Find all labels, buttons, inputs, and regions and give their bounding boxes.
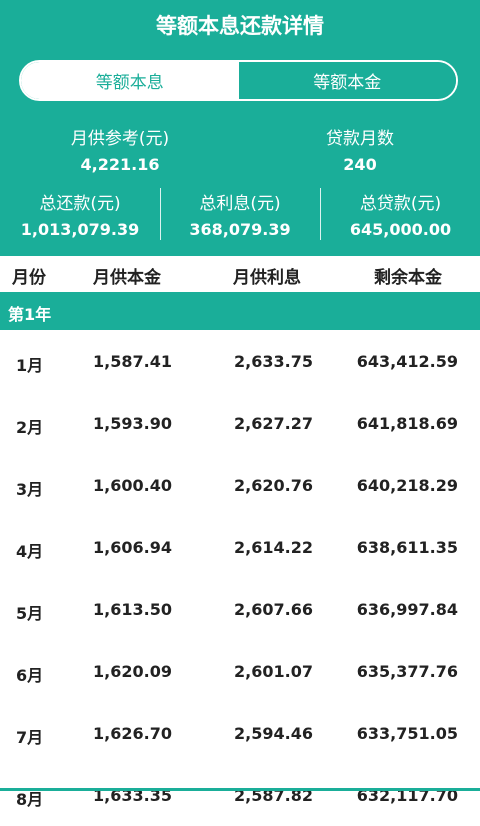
table-row: 3月 1,600.40 2,620.76 640,218.29 xyxy=(0,454,480,516)
repayment-type-toggle[interactable]: 等额本息 等额本金 xyxy=(19,60,458,101)
table-row: 8月 1,633.35 2,587.82 632,117.70 xyxy=(0,764,480,826)
table-row: 4月 1,606.94 2,614.22 638,611.35 xyxy=(0,516,480,578)
interest-cell: 2,614.22 xyxy=(234,538,313,557)
repayment-table: 1月 1,587.41 2,633.75 643,412.59 2月 1,593… xyxy=(0,330,480,826)
loan-months-stat: 贷款月数 240 xyxy=(290,124,430,174)
remaining-cell: 636,997.84 xyxy=(356,600,458,619)
column-header-interest: 月供利息 xyxy=(233,268,301,288)
table-row: 5月 1,613.50 2,607.66 636,997.84 xyxy=(0,578,480,640)
total-loan-value: 645,000.00 xyxy=(349,220,452,239)
page-title: 等额本息还款详情 xyxy=(156,14,324,38)
total-interest-label: 总利息(元) xyxy=(199,194,281,214)
table-row: 6月 1,620.09 2,601.07 635,377.76 xyxy=(0,640,480,702)
loan-months-label: 贷款月数 xyxy=(326,129,394,149)
column-header-month: 月份 xyxy=(12,268,46,288)
month-cell: 5月 xyxy=(16,604,44,623)
remaining-cell: 638,611.35 xyxy=(356,538,458,557)
interest-cell: 2,594.46 xyxy=(234,724,313,743)
column-header-remaining: 剩余本金 xyxy=(374,268,442,288)
total-interest-stat: 总利息(元) 368,079.39 xyxy=(161,189,319,239)
monthly-payment-value: 4,221.16 xyxy=(80,155,160,174)
month-cell: 7月 xyxy=(16,728,44,747)
column-header-principal: 月供本金 xyxy=(93,268,161,288)
total-repayment-label: 总还款(元) xyxy=(39,194,121,214)
divider xyxy=(320,188,321,240)
table-row: 7月 1,626.70 2,594.46 633,751.05 xyxy=(0,702,480,764)
divider xyxy=(160,188,161,240)
month-cell: 6月 xyxy=(16,666,44,685)
month-cell: 1月 xyxy=(16,356,44,375)
interest-cell: 2,607.66 xyxy=(234,600,313,619)
interest-cell: 2,627.27 xyxy=(234,414,313,433)
month-cell: 3月 xyxy=(16,480,44,499)
total-loan-label: 总贷款(元) xyxy=(359,194,442,214)
remaining-cell: 643,412.59 xyxy=(356,352,458,371)
principal-cell: 1,620.09 xyxy=(93,662,172,681)
principal-cell: 1,613.50 xyxy=(93,600,172,619)
month-cell: 4月 xyxy=(16,542,44,561)
tab-equal-installment[interactable]: 等额本息 xyxy=(21,62,239,99)
total-repayment-value: 1,013,079.39 xyxy=(20,220,140,239)
interest-cell: 2,633.75 xyxy=(234,352,313,371)
interest-cell: 2,601.07 xyxy=(234,662,313,681)
bottom-accent-line xyxy=(0,788,480,791)
tab-equal-principal[interactable]: 等额本金 xyxy=(238,62,456,99)
year-label: 第1年 xyxy=(8,305,52,324)
principal-cell: 1,626.70 xyxy=(93,724,172,743)
principal-cell: 1,593.90 xyxy=(93,414,172,433)
total-loan-stat: 总贷款(元) 645,000.00 xyxy=(321,189,480,239)
remaining-cell: 633,751.05 xyxy=(356,724,458,743)
remaining-cell: 635,377.76 xyxy=(356,662,458,681)
principal-cell: 1,587.41 xyxy=(93,352,172,371)
remaining-cell: 640,218.29 xyxy=(356,476,458,495)
total-interest-value: 368,079.39 xyxy=(189,220,291,239)
loan-months-value: 240 xyxy=(343,155,377,174)
summary-header: 等额本息还款详情 等额本息 等额本金 月供参考(元) 4,221.16 贷款月数… xyxy=(0,0,480,256)
total-repayment-stat: 总还款(元) 1,013,079.39 xyxy=(0,189,160,239)
interest-cell: 2,620.76 xyxy=(234,476,313,495)
monthly-payment-label: 月供参考(元) xyxy=(70,129,170,149)
principal-cell: 1,606.94 xyxy=(93,538,172,557)
table-header: 月份 月供本金 月供利息 剩余本金 xyxy=(0,256,480,292)
table-row: 1月 1,587.41 2,633.75 643,412.59 xyxy=(0,330,480,392)
year-group-header[interactable]: 第1年 xyxy=(0,292,480,330)
principal-cell: 1,600.40 xyxy=(93,476,172,495)
month-cell: 2月 xyxy=(16,418,44,437)
table-row: 2月 1,593.90 2,627.27 641,818.69 xyxy=(0,392,480,454)
remaining-cell: 641,818.69 xyxy=(356,414,458,433)
monthly-payment-stat: 月供参考(元) 4,221.16 xyxy=(40,124,200,174)
